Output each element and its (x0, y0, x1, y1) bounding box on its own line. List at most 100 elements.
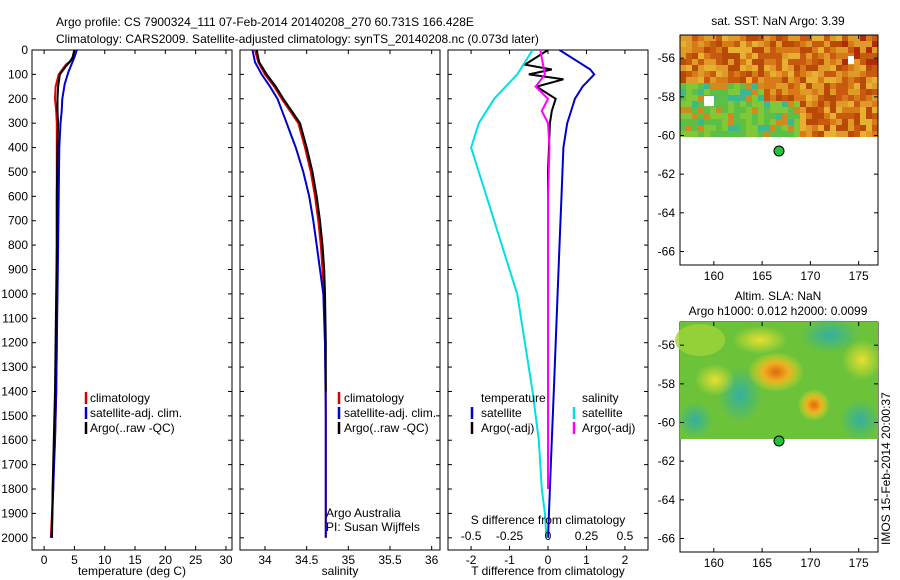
sst-cell (776, 119, 782, 125)
sst-cell (776, 89, 782, 95)
sst-cell (686, 41, 692, 47)
sst-cell (710, 47, 716, 53)
sst-cell (830, 89, 836, 95)
x2-tick-label: -0.5 (461, 529, 482, 543)
sst-cell (782, 59, 788, 65)
sst-cell (782, 107, 788, 113)
sst-cell (854, 113, 860, 119)
sst-cell (764, 77, 770, 83)
sst-cell (854, 65, 860, 71)
difference-legend: temperature satellite Argo(-adj) salinit… (470, 391, 635, 435)
legend-label-sal-satellite: satellite (582, 406, 623, 420)
sst-cell (728, 53, 734, 59)
sst-missing-cell (848, 56, 854, 64)
sst-cell (710, 119, 716, 125)
sst-cell (854, 95, 860, 101)
sst-cell (734, 77, 740, 83)
sst-cell (824, 131, 830, 137)
salinity-plot-frame (239, 49, 441, 551)
sst-cell (848, 131, 854, 137)
x-tick-label: 34.5 (295, 553, 319, 567)
sst-cell (740, 107, 746, 113)
sst-cell (848, 125, 854, 131)
sst-cell (764, 65, 770, 71)
sst-cell (728, 77, 734, 83)
sst-cell (824, 53, 830, 59)
sst-cell (746, 113, 752, 119)
sst-cell (782, 53, 788, 59)
sst-cell (860, 65, 866, 71)
sst-cell (770, 71, 776, 77)
sst-cell (746, 89, 752, 95)
sst-cell (758, 95, 764, 101)
sst-cell (710, 71, 716, 77)
sst-cell (746, 71, 752, 77)
sst-cell (860, 53, 866, 59)
pi-annotation: PI: Susan Wijffels (326, 520, 420, 534)
sst-cell (848, 71, 854, 77)
sst-cell (752, 83, 758, 89)
sst-cell (812, 41, 818, 47)
sst-cell (842, 113, 848, 119)
sst-cell (788, 119, 794, 125)
sst-cell (686, 35, 692, 41)
sst-cell (746, 59, 752, 65)
sst-cell (752, 95, 758, 101)
sst-cell (722, 89, 728, 95)
sst-cell (800, 89, 806, 95)
sst-cell (830, 65, 836, 71)
sst-cell (836, 59, 842, 65)
sst-cell (740, 77, 746, 83)
sst-cell (686, 95, 692, 101)
sst-cell (872, 35, 878, 41)
sst-cell (872, 113, 878, 119)
sst-cell (686, 83, 692, 89)
sst-cell (722, 125, 728, 131)
sst-cell (710, 131, 716, 137)
sst-cell (752, 41, 758, 47)
sst-cell (824, 107, 830, 113)
map-x-tick-label: 160 (704, 556, 724, 570)
sst-cell (692, 77, 698, 83)
sst-cell (860, 95, 866, 101)
sla-map-panel: Altim. SLA: NaN Argo h1000: 0.012 h2000:… (658, 289, 882, 570)
sst-cell (842, 83, 848, 89)
sst-cell (776, 41, 782, 47)
sst-cell (680, 119, 686, 125)
sst-cell (698, 47, 704, 53)
legend-label-temp-satellite: satellite (481, 406, 522, 420)
sst-cell (704, 77, 710, 83)
legend-label-climatology: climatology (90, 391, 150, 405)
sst-cell (716, 59, 722, 65)
sst-cell (764, 53, 770, 59)
sst-cell (842, 125, 848, 131)
sst-cell (758, 89, 764, 95)
sst-cell (680, 77, 686, 83)
sst-cell (812, 95, 818, 101)
sst-cell (698, 125, 704, 131)
series-line-satellite-adj-clim- (50, 50, 78, 538)
sst-cell (716, 95, 722, 101)
sst-cell (710, 35, 716, 41)
sst-cell (872, 101, 878, 107)
sst-cell (686, 77, 692, 83)
sst-cell (794, 125, 800, 131)
sst-cell (740, 65, 746, 71)
sst-cell (710, 53, 716, 59)
sst-cell (788, 35, 794, 41)
sst-cell (800, 59, 806, 65)
sst-cell (692, 89, 698, 95)
sst-cell (842, 41, 848, 47)
sst-cell (770, 77, 776, 83)
sst-cell (806, 53, 812, 59)
sst-cell (806, 119, 812, 125)
sst-cell (710, 107, 716, 113)
sst-cell (692, 95, 698, 101)
sst-cell (866, 41, 872, 47)
sst-cell (830, 83, 836, 89)
sst-cell (854, 119, 860, 125)
sst-cell (698, 113, 704, 119)
sst-cell (722, 119, 728, 125)
sst-cell (770, 83, 776, 89)
sst-cell (740, 131, 746, 137)
